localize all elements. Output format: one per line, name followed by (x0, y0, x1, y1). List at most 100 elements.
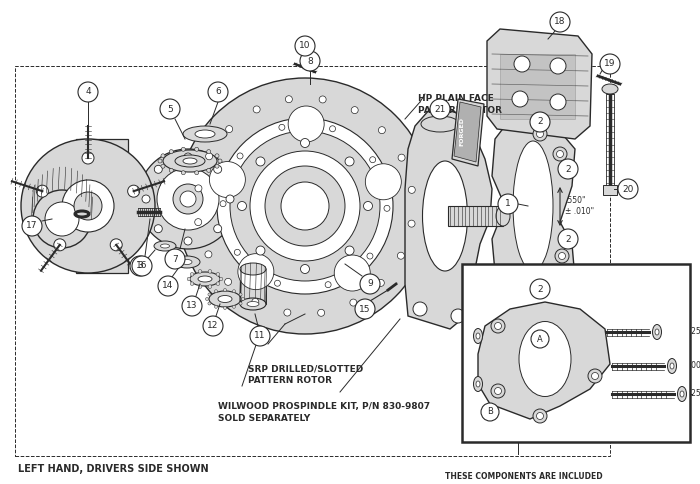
Circle shape (130, 256, 150, 276)
Circle shape (360, 274, 380, 294)
Ellipse shape (62, 180, 114, 232)
Circle shape (355, 299, 375, 319)
Circle shape (225, 125, 232, 133)
Text: 10: 10 (300, 42, 311, 50)
Polygon shape (452, 99, 484, 166)
Ellipse shape (652, 324, 662, 339)
Text: 2.00" LONG: 2.00" LONG (684, 362, 700, 370)
Circle shape (217, 118, 393, 294)
Ellipse shape (602, 84, 618, 94)
Ellipse shape (423, 161, 468, 271)
Circle shape (335, 255, 370, 291)
Circle shape (184, 153, 192, 161)
Text: .550"
± .010": .550" ± .010" (565, 197, 594, 216)
Ellipse shape (670, 363, 674, 369)
Circle shape (216, 282, 220, 286)
Circle shape (481, 403, 499, 421)
Circle shape (195, 147, 199, 151)
Ellipse shape (175, 155, 205, 167)
Polygon shape (492, 122, 575, 296)
Circle shape (398, 154, 405, 161)
Ellipse shape (21, 139, 155, 273)
Circle shape (223, 288, 227, 291)
Circle shape (223, 306, 227, 309)
Circle shape (413, 302, 427, 316)
Circle shape (252, 298, 259, 305)
Circle shape (206, 153, 213, 160)
Circle shape (181, 147, 186, 151)
Circle shape (78, 82, 98, 102)
Ellipse shape (680, 391, 684, 397)
Circle shape (351, 106, 358, 114)
Circle shape (206, 298, 209, 301)
Bar (448, 206, 503, 226)
Circle shape (253, 106, 260, 113)
Ellipse shape (195, 130, 215, 138)
Circle shape (550, 58, 566, 74)
Circle shape (215, 154, 219, 158)
Circle shape (206, 150, 211, 153)
Circle shape (190, 272, 194, 276)
Text: 21: 21 (434, 105, 446, 114)
Circle shape (190, 282, 194, 286)
Circle shape (169, 168, 174, 172)
Circle shape (237, 201, 246, 211)
Text: 1.25" LONG: 1.25" LONG (684, 328, 700, 336)
Circle shape (536, 275, 543, 283)
Text: 1: 1 (505, 199, 511, 209)
Circle shape (198, 270, 202, 273)
Ellipse shape (247, 302, 259, 306)
Bar (240, 269, 266, 304)
Ellipse shape (74, 192, 102, 220)
Circle shape (533, 272, 547, 286)
Ellipse shape (138, 149, 238, 249)
Circle shape (203, 316, 223, 336)
Circle shape (208, 293, 211, 296)
Circle shape (300, 51, 320, 71)
Ellipse shape (655, 329, 659, 335)
Circle shape (154, 225, 162, 233)
Circle shape (181, 171, 186, 175)
Circle shape (209, 162, 246, 197)
Text: HP PLAIN FACE
PATTERN ROTOR: HP PLAIN FACE PATTERN ROTOR (418, 94, 502, 115)
Circle shape (550, 12, 570, 32)
Ellipse shape (519, 321, 571, 396)
Ellipse shape (45, 202, 79, 236)
Circle shape (54, 239, 66, 251)
Circle shape (219, 277, 223, 281)
Text: 18: 18 (554, 17, 566, 27)
Circle shape (325, 282, 331, 287)
Circle shape (250, 151, 360, 261)
Circle shape (187, 277, 191, 281)
Circle shape (408, 186, 415, 194)
Circle shape (82, 152, 94, 164)
Ellipse shape (668, 359, 676, 374)
Circle shape (182, 296, 202, 316)
Circle shape (214, 225, 222, 233)
Circle shape (214, 305, 218, 308)
Circle shape (536, 131, 543, 137)
Ellipse shape (240, 263, 266, 275)
Circle shape (198, 285, 202, 288)
Polygon shape (454, 102, 481, 162)
Ellipse shape (240, 298, 266, 310)
Text: 6: 6 (215, 88, 221, 96)
Ellipse shape (182, 259, 192, 264)
Polygon shape (478, 302, 610, 419)
Circle shape (363, 201, 372, 211)
Circle shape (208, 285, 211, 288)
Circle shape (533, 127, 547, 141)
Circle shape (195, 219, 202, 226)
Circle shape (208, 302, 211, 305)
Circle shape (555, 249, 569, 263)
Ellipse shape (160, 244, 169, 248)
Text: 16: 16 (136, 261, 148, 271)
Ellipse shape (198, 276, 212, 282)
Circle shape (370, 157, 376, 163)
Circle shape (550, 94, 566, 110)
Text: 12: 12 (207, 321, 218, 331)
Text: 2: 2 (565, 165, 570, 173)
Text: 11: 11 (254, 332, 266, 341)
Text: 2.25" LONG: 2.25" LONG (684, 390, 700, 398)
Circle shape (556, 151, 564, 157)
